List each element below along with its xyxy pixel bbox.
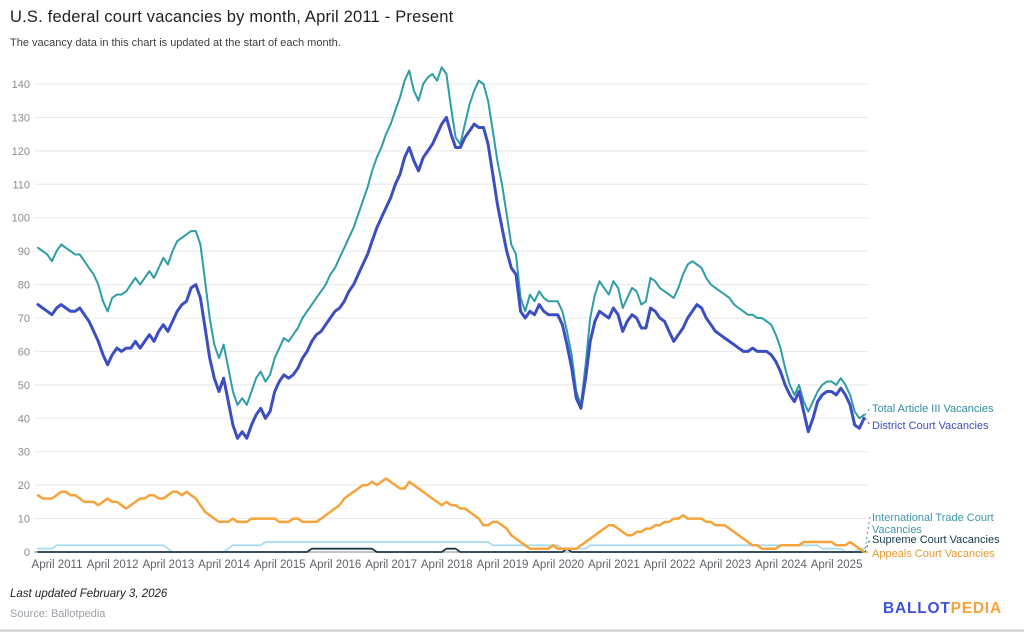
- vacancy-line-chart: 0 10 20 30 40 50 60 70 80 90 100 110 120 130 140 April …: [12, 66, 1000, 571]
- series-line-appeals-court-vacancies: [36, 477, 866, 554]
- series-label-total-article-iii-vacancies: Total Article III Vacancies: [872, 403, 994, 415]
- y-axis-tick-label: 140: [12, 79, 30, 91]
- bottom-edge-divider: [0, 629, 1024, 632]
- logo-ballot-text: BALLOT: [882, 600, 951, 617]
- series-line-district-court-vacancies: [36, 115, 866, 440]
- y-axis-tick-label: 40: [18, 413, 30, 425]
- y-axis-tick-label: 110: [12, 179, 30, 191]
- x-axis-tick-label: April 2024: [755, 559, 807, 571]
- x-axis-tick-label: April 2016: [310, 559, 362, 571]
- y-axis-tick-label: 50: [18, 380, 30, 392]
- y-axis-tick-label: 0: [24, 547, 30, 559]
- logo-pedia-text: PEDIA: [950, 600, 1002, 617]
- y-axis-tick-label: 30: [18, 447, 30, 459]
- series-label-supreme-court-vacancies: Supreme Court Vacancies: [872, 534, 1000, 546]
- annotation-leader-line: [864, 407, 871, 416]
- x-axis-tick-label: April 2013: [142, 559, 194, 571]
- annotation-leader-line: [864, 551, 871, 554]
- series-label-district-court-vacancies: District Court Vacancies: [872, 420, 989, 432]
- y-axis-tick-label: 130: [12, 112, 30, 124]
- x-axis-tick-label: April 2014: [198, 559, 250, 571]
- x-axis-tick-label: April 2025: [811, 559, 863, 571]
- series-line-total-article-iii-vacancies: [37, 66, 865, 420]
- annotation-leader-line: [864, 417, 871, 426]
- series-line-international-trade-court-vacancies: [37, 541, 865, 553]
- y-axis-tick-label: 20: [18, 480, 30, 492]
- series-line-supreme-court-vacancies: [37, 547, 865, 553]
- y-axis-tick-label: 70: [18, 313, 30, 325]
- x-axis-tick-label: April 2022: [644, 559, 696, 571]
- last-updated-note: Last updated February 3, 2026: [10, 588, 168, 600]
- y-axis-tick-label: 10: [18, 514, 30, 526]
- x-axis-tick-label: April 2012: [87, 559, 139, 571]
- x-axis-tick-label: April 2015: [254, 559, 306, 571]
- source-credit: Source: Ballotpedia: [10, 608, 106, 620]
- chart-subtitle: The vacancy data in this chart is update…: [10, 37, 341, 49]
- x-axis-tick-label: April 2019: [477, 559, 529, 571]
- y-axis-tick-label: 100: [12, 213, 30, 225]
- y-axis-tick-label: 60: [18, 346, 30, 358]
- page-title: U.S. federal court vacancies by month, A…: [10, 8, 454, 26]
- x-axis-tick-label: April 2023: [699, 559, 751, 571]
- x-axis-tick-label: April 2018: [421, 559, 473, 571]
- x-axis-tick-label: April 2017: [365, 559, 417, 571]
- y-axis-tick-label: 80: [18, 280, 30, 292]
- x-axis-tick-label: April 2020: [532, 559, 584, 571]
- series-label-appeals-court-vacancies: Appeals Court Vacancies: [872, 548, 995, 560]
- y-axis-tick-label: 90: [18, 246, 30, 258]
- y-axis-tick-label: 120: [12, 146, 30, 158]
- x-axis-tick-label: April 2021: [588, 559, 640, 571]
- annotation-leader-line: [864, 538, 871, 553]
- series-label-international-trade-court-vacancies: International Trade Court Vacancies: [872, 512, 994, 536]
- ballotpedia-logo: BALLOTPEDIA: [883, 600, 1002, 618]
- annotation-leader-line: [864, 516, 871, 549]
- x-axis-tick-label: April 2011: [32, 559, 83, 571]
